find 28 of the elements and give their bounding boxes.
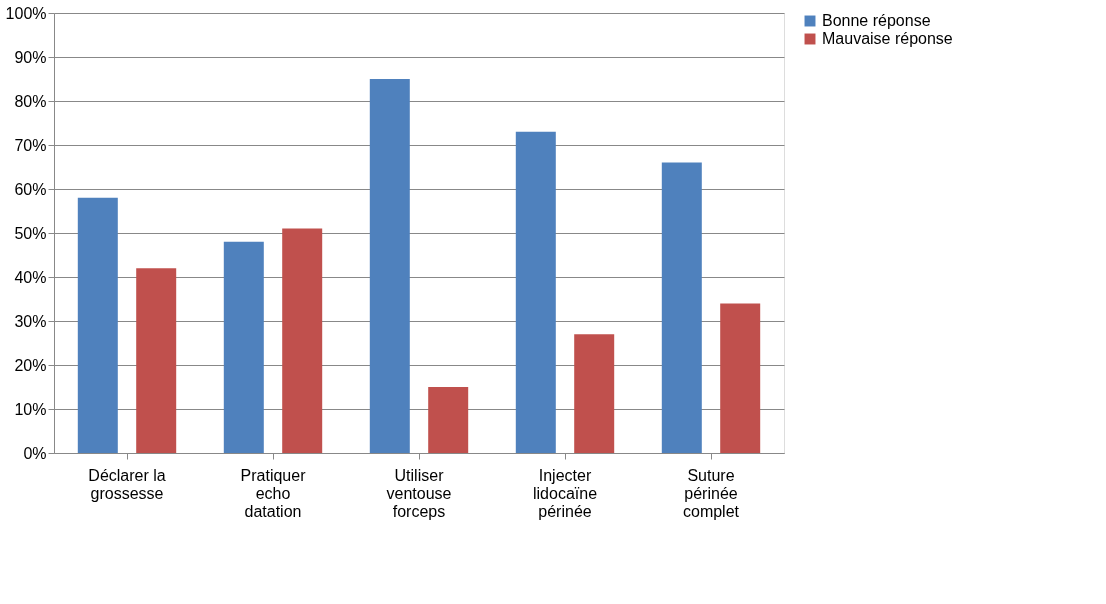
y-tick-label: 90% [14,48,47,66]
bar [223,241,264,453]
y-tick-label: 50% [14,224,47,242]
bar [136,268,177,453]
y-tick-label: 30% [14,312,47,330]
x-tick-label: Utiliser ventouse forceps [386,466,452,520]
x-tick-label: Pratiquer echo datation [240,466,307,520]
bar [574,334,615,453]
y-tick-label: 20% [14,356,47,374]
legend-label: Mauvaise réponse [822,30,953,47]
bar [428,387,469,453]
x-tick-label: Injecter lidocaïne périnée [532,466,598,520]
bar [369,79,410,453]
y-tick-label: 70% [14,136,47,154]
bar [515,131,556,453]
bar [720,303,761,453]
y-tick-label: 0% [23,444,47,462]
y-tick-label: 10% [14,400,47,418]
y-tick-label: 60% [14,180,47,198]
y-tick-label: 80% [14,92,47,110]
bar [282,228,323,453]
y-tick-label: 100% [5,4,47,22]
bar [77,197,118,453]
x-tick-label: Déclarer la grossesse [88,466,166,502]
legend-label: Bonne réponse [822,12,931,29]
x-tick-label: Suture périnée complet [682,466,740,520]
y-tick-label: 40% [14,268,47,286]
bar [661,162,702,453]
